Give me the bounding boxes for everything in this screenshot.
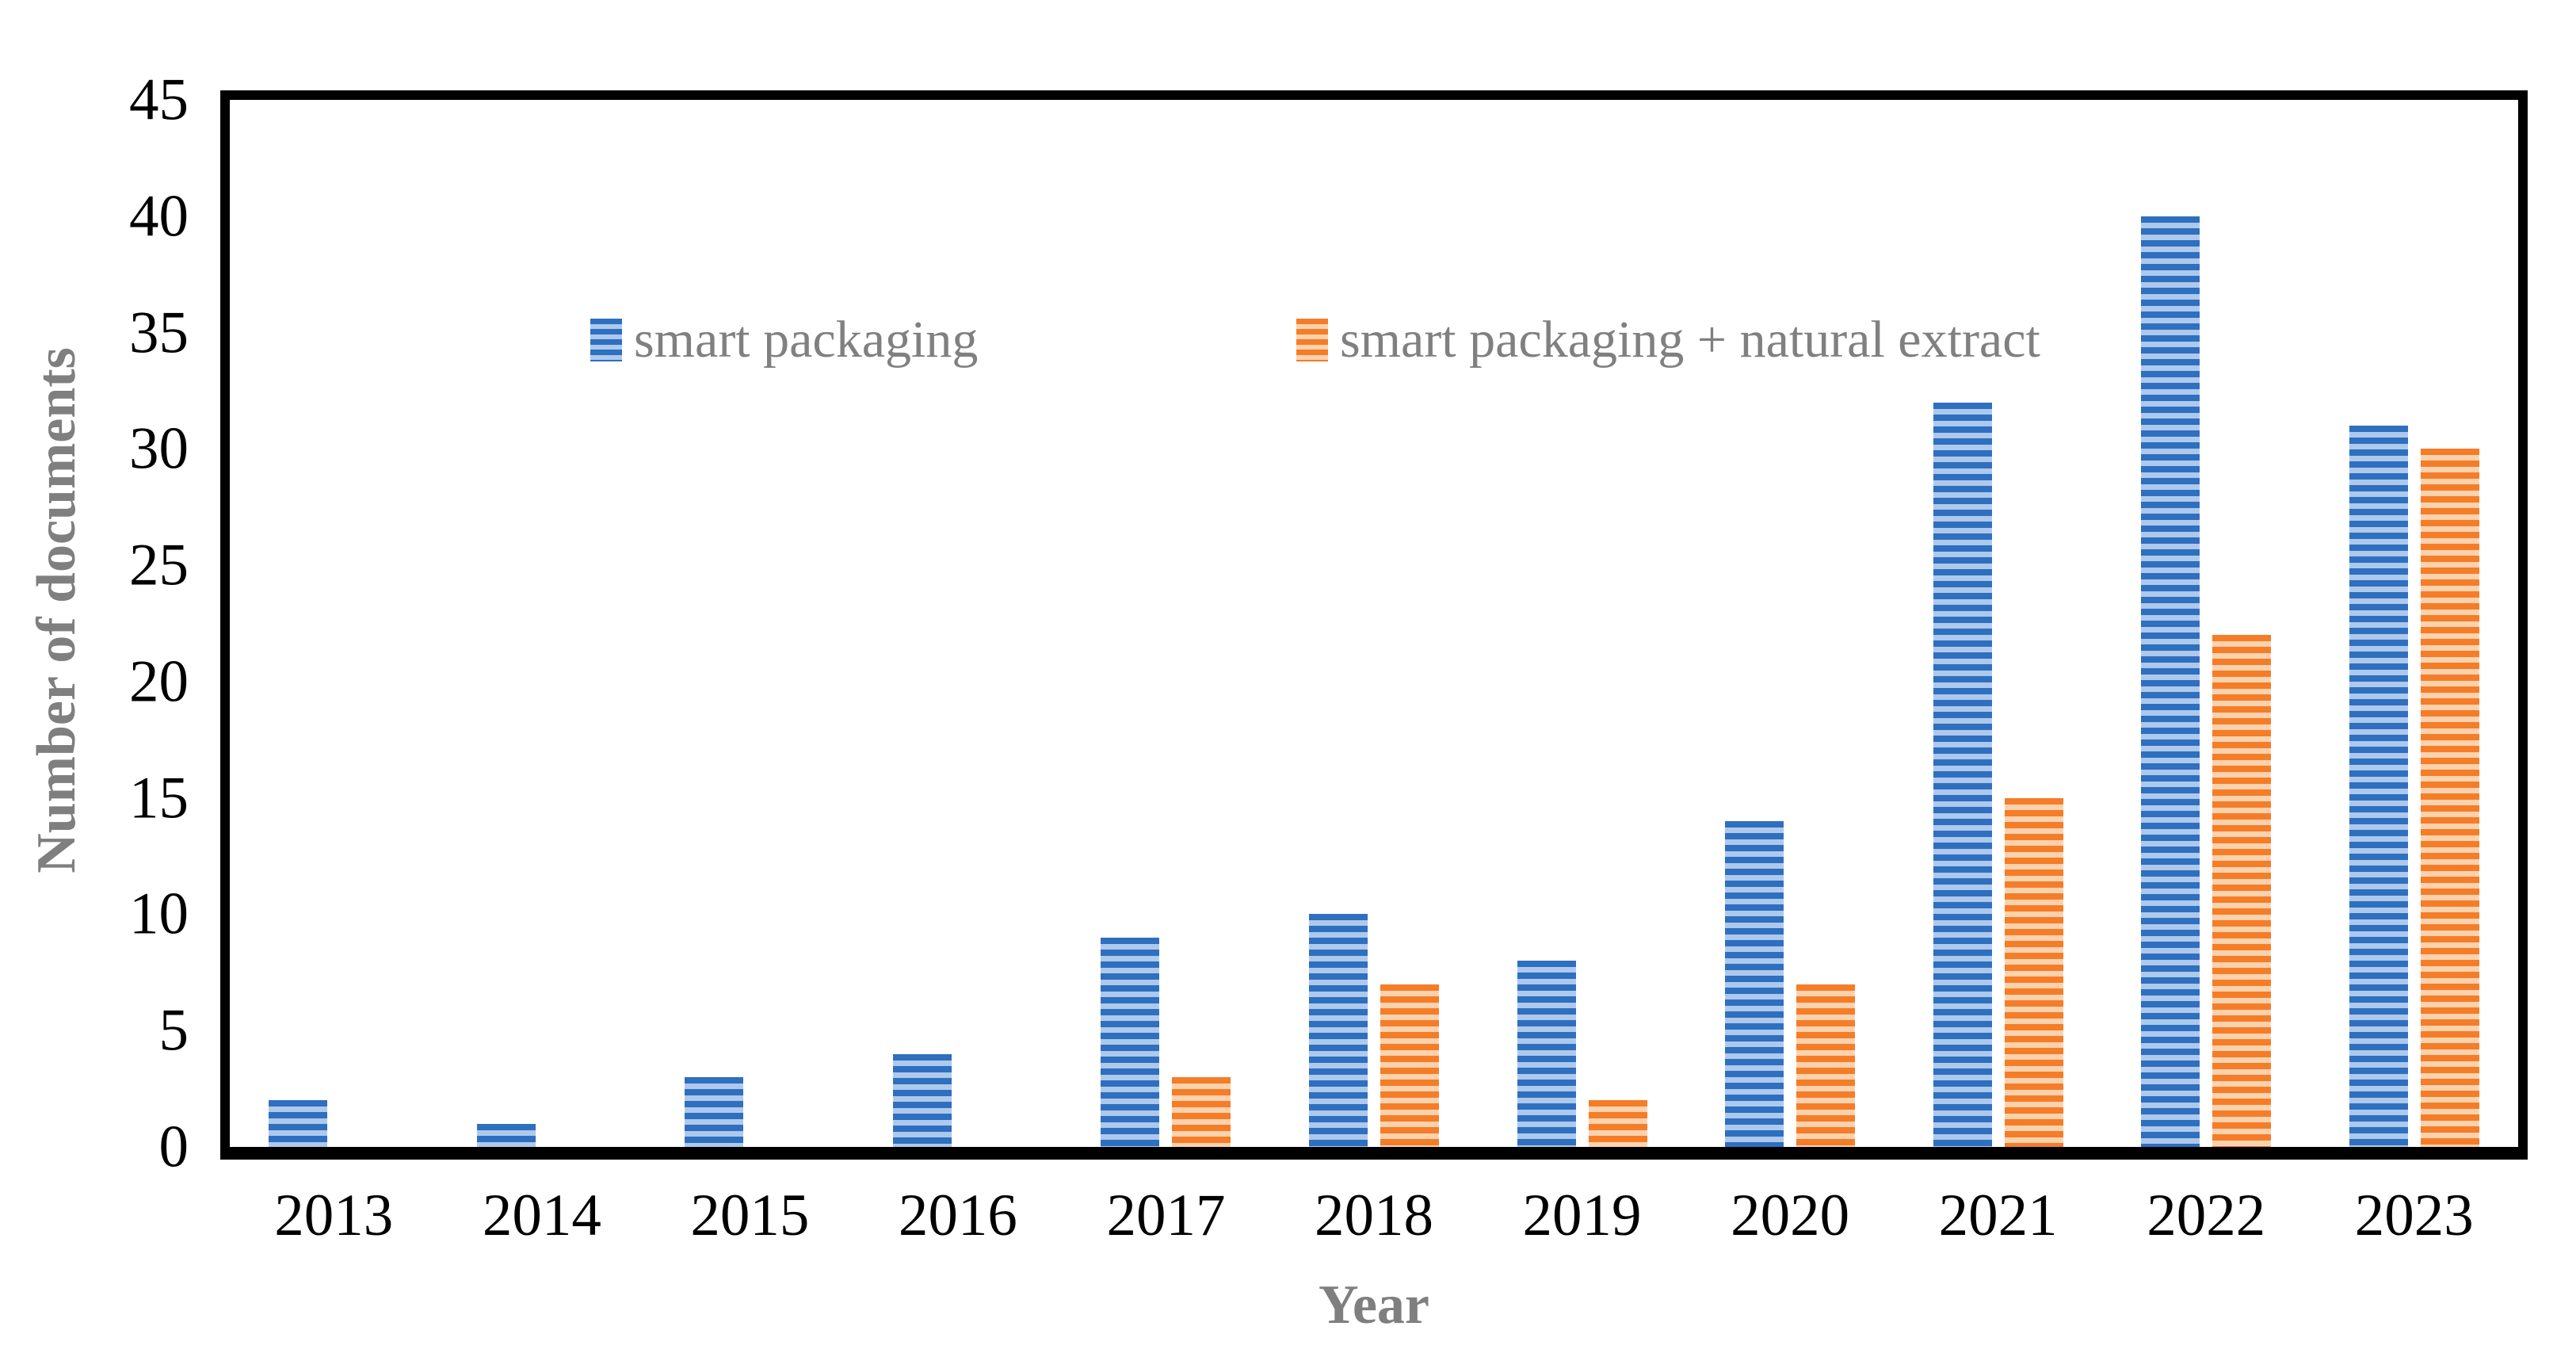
bar-group-2023 [2310, 100, 2518, 1147]
bar-2022-series-1 [2212, 635, 2272, 1147]
bar-2018-series-0 [1309, 914, 1368, 1147]
bar-group-2022 [2102, 100, 2311, 1147]
legend: smart packaging smart packaging + natura… [460, 304, 2576, 376]
bar-2013-series-0 [269, 1100, 328, 1147]
y-tick-label-35: 35 [129, 300, 189, 366]
bar-2016-series-0 [892, 1054, 952, 1147]
bar-2021-series-1 [2004, 798, 2063, 1147]
y-tick-label-10: 10 [129, 881, 189, 947]
y-tick-label-45: 45 [129, 67, 189, 133]
x-tick-label-2017: 2017 [1106, 1183, 1226, 1248]
bar-2017-series-0 [1101, 938, 1160, 1147]
x-axis-tick-labels: 2013 2014 2015 2016 2017 2018 2019 2020 2021 2022… [230, 1186, 2518, 1245]
bar-2019-series-1 [1588, 1100, 1647, 1147]
y-tick-label-30: 30 [129, 415, 189, 482]
bar-group-2015 [646, 100, 854, 1147]
x-axis-title: Year [1319, 1275, 1429, 1336]
bar-2014-series-0 [476, 1124, 536, 1147]
bar-2022-series-0 [2141, 216, 2200, 1147]
y-tick-label-5: 5 [158, 997, 189, 1064]
legend-item-smart-packaging-natural-extract: smart packaging + natural extract [1296, 304, 2040, 376]
y-tick-label-20: 20 [129, 648, 189, 715]
x-tick-label-2021: 2021 [1938, 1183, 2058, 1248]
x-tick-label-2013: 2013 [274, 1183, 394, 1248]
bar-group-2019 [1478, 100, 1686, 1147]
bar-group-2021 [1894, 100, 2102, 1147]
x-tick-label-2023: 2023 [2354, 1183, 2474, 1248]
x-tick-label-2016: 2016 [898, 1183, 1017, 1248]
bar-2023-series-1 [2420, 449, 2479, 1147]
bar-2020-series-1 [1796, 984, 1856, 1147]
bar-group-2016 [854, 100, 1063, 1147]
y-tick-label-15: 15 [129, 765, 189, 831]
x-tick-label-2014: 2014 [482, 1183, 601, 1248]
plot-area: smart packaging smart packaging + natura… [220, 90, 2528, 1160]
bar-group-2020 [1686, 100, 1895, 1147]
x-tick-label-2019: 2019 [1522, 1183, 1642, 1248]
bar-group-2018 [1270, 100, 1479, 1147]
bar-group-2013 [230, 100, 438, 1147]
bar-2017-series-1 [1172, 1077, 1231, 1147]
bar-2020-series-0 [1725, 821, 1784, 1147]
bar-2015-series-0 [685, 1077, 744, 1147]
legend-label-smart-packaging: smart packaging [634, 311, 979, 369]
bar-2021-series-0 [1933, 403, 1992, 1147]
legend-label-smart-packaging-natural-extract: smart packaging + natural extract [1340, 311, 2040, 369]
bar-2019-series-0 [1517, 961, 1576, 1147]
legend-swatch-blue-icon [590, 319, 622, 361]
x-tick-label-2020: 2020 [1731, 1183, 1850, 1248]
x-tick-label-2022: 2022 [2147, 1183, 2266, 1248]
x-tick-label-2015: 2015 [690, 1183, 810, 1248]
y-axis-tick-labels: 0 5 10 15 20 25 30 35 40 45 [0, 71, 189, 1177]
legend-item-smart-packaging: smart packaging [590, 304, 978, 376]
bar-group-2014 [438, 100, 647, 1147]
y-tick-label-40: 40 [129, 183, 189, 250]
y-tick-label-0: 0 [158, 1114, 189, 1180]
bar-2018-series-1 [1380, 984, 1439, 1147]
legend-swatch-orange-icon [1296, 319, 1328, 361]
bar-2023-series-0 [2349, 426, 2408, 1147]
bar-group-2017 [1062, 100, 1270, 1147]
bars-container [230, 100, 2518, 1147]
x-tick-label-2018: 2018 [1315, 1183, 1433, 1248]
y-tick-label-25: 25 [129, 532, 189, 598]
